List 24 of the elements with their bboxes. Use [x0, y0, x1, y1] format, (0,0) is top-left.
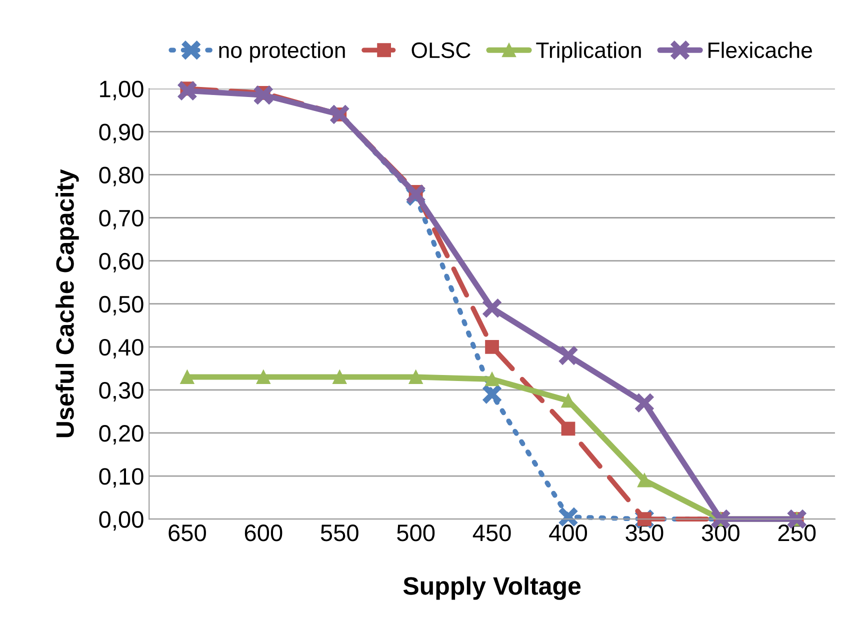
y-tick-label: 0,30: [99, 382, 144, 402]
legend-label: no protection: [219, 42, 345, 63]
y-tick-label: 0,10: [99, 468, 144, 488]
y-tick-label: 1,00: [100, 80, 144, 100]
y-tick-label: 0,80: [99, 166, 144, 186]
y-tick-label: 0,70: [99, 210, 144, 230]
legend-label: Flexicache: [708, 42, 812, 58]
legend-label: Triplication: [536, 42, 641, 63]
y-tick-label: 0,90: [99, 124, 144, 144]
y-tick-label: 0,40: [99, 338, 144, 358]
x-tick-label: 400: [549, 524, 588, 542]
y-tick-label: 0,00: [99, 511, 144, 531]
y-tick-label: 0,20: [99, 425, 144, 445]
y-tick-label: 0,60: [99, 252, 144, 272]
y-axis-title: Useful Cache Capacity: [56, 169, 79, 438]
legend-label: OLSC: [412, 42, 470, 58]
x-tick-label: 650: [168, 524, 206, 542]
x-tick-label: 600: [244, 524, 282, 542]
x-tick-label: 450: [472, 524, 511, 542]
x-tick-label: 550: [320, 524, 358, 542]
x-tick-label: 500: [397, 524, 435, 542]
x-tick-label: 300: [702, 524, 740, 542]
y-tick-label: 0,50: [99, 296, 144, 316]
x-axis-title: Supply Voltage: [403, 576, 581, 600]
